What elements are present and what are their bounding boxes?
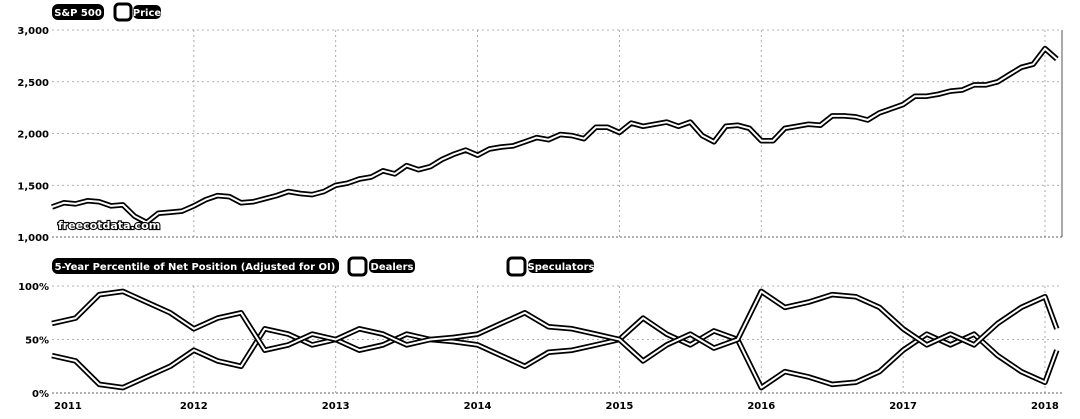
x-tick-label-2013: 2013	[322, 401, 350, 412]
price-y-tick-label: 1,000	[17, 233, 49, 244]
cot-legend-dealers[interactable]: Dealers	[347, 256, 415, 277]
x-tick-label-2018: 2018	[1031, 401, 1059, 412]
price-lines	[51, 45, 1059, 226]
price-title-badge-bg	[52, 4, 104, 20]
legend-label-dealers[interactable]: Dealers	[371, 262, 414, 273]
legend-swatch-dealers[interactable]	[347, 256, 368, 277]
cot-grid	[52, 285, 1062, 393]
x-tick-label-2015: 2015	[605, 401, 633, 412]
legend-swatch-price[interactable]	[113, 2, 133, 22]
cot-legend-speculators[interactable]: Speculators	[506, 256, 595, 277]
x-tick-label-2012: 2012	[180, 401, 208, 412]
series-line-dealers	[51, 317, 1058, 389]
cot-title-badge-bg	[52, 258, 339, 274]
price-y-tick-label: 2,000	[17, 130, 49, 141]
price-legend[interactable]: Price	[113, 2, 162, 22]
price-title: S&P 500	[54, 8, 102, 19]
x-tick-label-2014: 2014	[464, 401, 492, 412]
series-dealers	[51, 315, 1060, 391]
series-line-price-outline	[51, 45, 1059, 226]
cot-y-tick-label: 0%	[32, 389, 49, 400]
legend-label-speculators[interactable]: Speculators	[528, 262, 595, 273]
price-title-badge: S&P 500	[52, 4, 104, 20]
cot-x-ticks: 2011 2012 2013 2014 2015 2016 2017 2018	[54, 401, 1059, 412]
cot-y-ticks: 0% 50% 100%	[18, 282, 49, 400]
series-line-price	[51, 47, 1058, 224]
legend-label-price[interactable]: Price	[133, 8, 162, 19]
series-price	[51, 45, 1059, 226]
cot-title: 5-Year Percentile of Net Position (Adjus…	[55, 262, 336, 273]
series-speculators	[51, 288, 1060, 364]
legend-swatch-speculators[interactable]	[506, 256, 527, 277]
series-line-speculators	[51, 290, 1058, 362]
price-y-tick-label: 2,500	[17, 78, 49, 89]
cot-y-tick-label: 100%	[18, 282, 49, 293]
cot-title-badge: 5-Year Percentile of Net Position (Adjus…	[52, 258, 339, 274]
legend-label-bg-speculators	[528, 259, 594, 273]
x-tick-label-2017: 2017	[889, 401, 917, 412]
price-y-ticks: 1,000 1,500 2,000 2,500 3,000	[17, 26, 49, 244]
legend-label-bg-dealers	[369, 259, 415, 273]
x-tick-label-2016: 2016	[747, 401, 775, 412]
price-y-tick-label: 3,000	[17, 26, 49, 37]
legend-label-bg-price	[133, 5, 161, 19]
price-y-tick-label: 1,500	[17, 181, 49, 192]
cot-lines	[51, 288, 1060, 391]
watermark: freecotdata.com	[58, 219, 160, 232]
cot-panel: 0%50%100% 2011 2012 2013 2014 2015 2016 2017 20…	[18, 256, 1062, 412]
x-tick-label-2011: 2011	[54, 401, 82, 412]
cot-y-tick-label: 50%	[25, 336, 49, 347]
